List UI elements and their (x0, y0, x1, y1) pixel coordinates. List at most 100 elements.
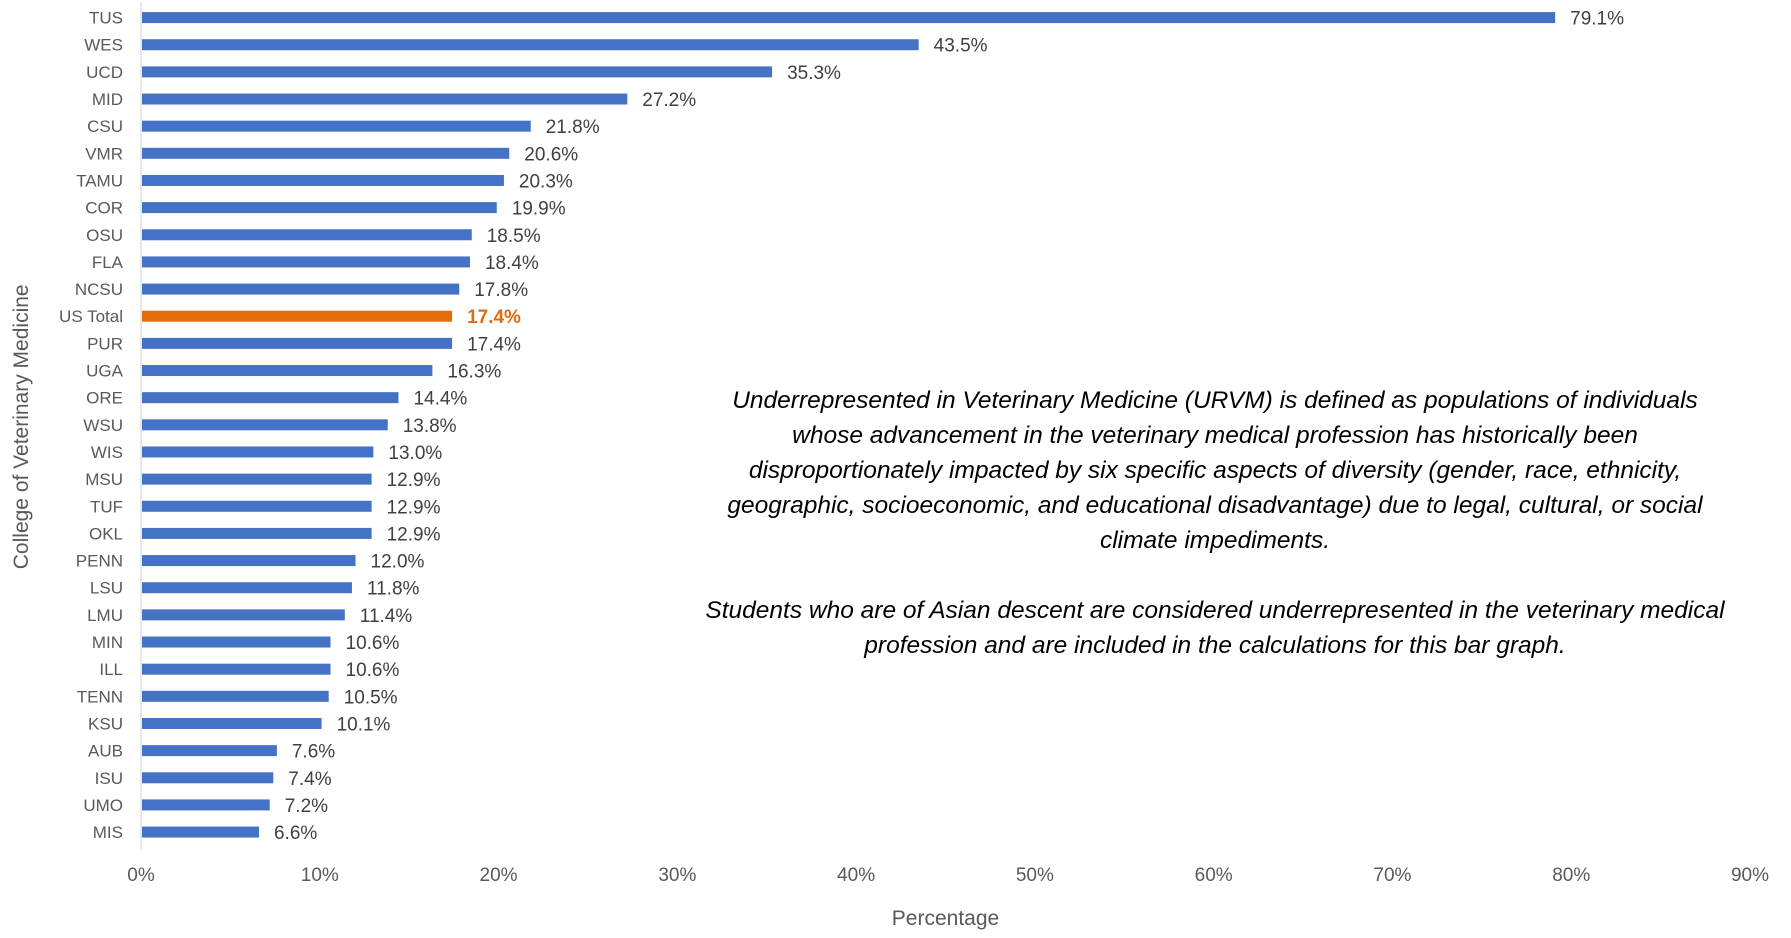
x-tick-label: 40% (837, 865, 875, 886)
x-tick-label: 10% (301, 865, 339, 886)
data-label: 10.6% (346, 660, 400, 681)
x-tick-label: 0% (127, 865, 155, 886)
bar (142, 663, 331, 675)
urvm-definition-text: Underrepresented in Veterinary Medicine … (727, 387, 1703, 554)
category-label: TENN (77, 687, 123, 706)
category-label: NCSU (75, 280, 123, 299)
data-label: 12.9% (387, 524, 441, 545)
x-tick-label: 30% (658, 865, 696, 886)
category-label: MIS (93, 823, 123, 842)
bar (142, 826, 259, 838)
bar (142, 500, 372, 512)
bar (142, 12, 1556, 24)
data-label: 35.3% (787, 63, 841, 84)
bar (142, 39, 919, 51)
x-tick-label: 60% (1195, 865, 1233, 886)
data-label: 12.9% (387, 497, 441, 518)
category-label: LMU (87, 606, 123, 625)
category-label: UCD (86, 63, 123, 82)
category-label: KSU (88, 714, 123, 733)
category-label: TAMU (76, 171, 123, 190)
x-tick-label: 90% (1731, 865, 1769, 886)
bar (142, 419, 388, 431)
data-label: 17.4% (467, 334, 521, 355)
category-label: UGA (86, 362, 124, 381)
category-label: PUR (87, 334, 123, 353)
urvm-definition-note: Underrepresented in Veterinary Medicine … (705, 383, 1725, 663)
bar (142, 337, 453, 349)
data-label: 11.8% (367, 579, 420, 600)
bar (142, 527, 372, 539)
data-label: 14.4% (413, 389, 467, 410)
bar (142, 174, 504, 186)
y-axis-title: College of Veterinary Medicine (10, 284, 33, 569)
bar-us-total (142, 310, 453, 322)
category-label: WIS (91, 443, 123, 462)
data-label: 10.1% (337, 714, 391, 735)
x-tick-label: 80% (1552, 865, 1590, 886)
data-label: 12.0% (371, 552, 425, 573)
category-label: PENN (76, 552, 123, 571)
data-label: 12.9% (387, 470, 441, 491)
x-axis-title: Percentage (892, 907, 999, 930)
bar (142, 772, 274, 784)
data-label: 17.4% (467, 307, 521, 328)
data-label: 21.8% (546, 117, 600, 138)
category-label: CSU (87, 117, 123, 136)
asian-descent-note-text: Students who are of Asian descent are co… (705, 597, 1725, 659)
data-label: 7.4% (288, 769, 331, 790)
bar (142, 256, 470, 268)
data-label: 10.6% (346, 633, 400, 654)
data-label: 7.2% (285, 796, 328, 817)
bar (142, 473, 372, 485)
bar (142, 582, 352, 594)
bar (142, 202, 497, 214)
data-label: 6.6% (274, 823, 317, 844)
category-label: FLA (92, 253, 124, 272)
category-label: MIN (92, 633, 123, 652)
data-label: 18.4% (485, 253, 539, 274)
data-label: 19.9% (512, 199, 566, 220)
bar (142, 229, 472, 241)
bar (142, 717, 322, 729)
category-label: OSU (86, 226, 123, 245)
category-label: ILL (99, 660, 123, 679)
x-tick-label: 70% (1373, 865, 1411, 886)
data-label: 10.5% (344, 687, 398, 708)
category-label: UMO (83, 796, 123, 815)
data-label: 17.8% (474, 280, 528, 301)
data-label: 27.2% (642, 90, 696, 111)
data-label: 20.3% (519, 171, 573, 192)
category-label: AUB (88, 742, 123, 761)
bar (142, 555, 356, 567)
bar (142, 365, 433, 377)
bar (142, 609, 345, 621)
bar (142, 799, 270, 811)
category-label: MID (92, 90, 123, 109)
data-label: 7.6% (292, 742, 335, 763)
bar (142, 93, 628, 105)
data-label: 11.4% (360, 606, 413, 627)
category-label: US Total (59, 307, 123, 326)
bar (142, 392, 399, 404)
category-label: OKL (89, 524, 123, 543)
data-label: 16.3% (447, 362, 501, 383)
category-label: ISU (95, 769, 123, 788)
bar (142, 690, 329, 702)
data-label: 20.6% (524, 144, 578, 165)
bars (142, 12, 1556, 838)
data-label: 13.8% (403, 416, 457, 437)
category-label: TUS (89, 9, 123, 28)
data-label: 43.5% (934, 36, 988, 57)
category-label: COR (85, 199, 123, 218)
category-label: MSU (85, 470, 123, 489)
category-label: TUF (90, 497, 123, 516)
x-tick-label: 20% (480, 865, 518, 886)
bar (142, 147, 510, 159)
category-label: WSU (83, 416, 123, 435)
x-tick-label: 50% (1016, 865, 1054, 886)
bar (142, 120, 531, 132)
category-label: LSU (90, 579, 123, 598)
